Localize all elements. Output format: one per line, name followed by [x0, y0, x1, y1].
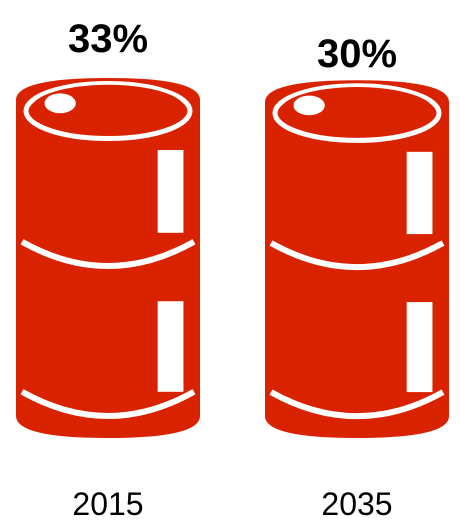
value-label: 30% [317, 32, 397, 76]
bung-hole-icon [293, 95, 325, 116]
bung-hole-icon [44, 93, 76, 114]
barrel-highlight [406, 151, 433, 235]
barrel-rim [23, 81, 193, 141]
barrel-highlight [157, 301, 184, 392]
barrel-hoop [20, 239, 196, 269]
barrel-2035 [265, 80, 449, 439]
value-label: 33% [68, 17, 148, 61]
barrel-highlight [157, 150, 184, 233]
barrel-hoop [269, 240, 445, 271]
barrel-body [265, 80, 449, 439]
category-label: 2035 [321, 486, 392, 522]
barrel-hoop [20, 389, 196, 419]
barrel-highlight [406, 302, 433, 393]
barrel-body [16, 78, 200, 438]
category-label: 2015 [72, 486, 143, 522]
barrel-2015 [16, 78, 200, 438]
barrel-hoop [269, 389, 445, 420]
barrel-rim [272, 83, 442, 143]
